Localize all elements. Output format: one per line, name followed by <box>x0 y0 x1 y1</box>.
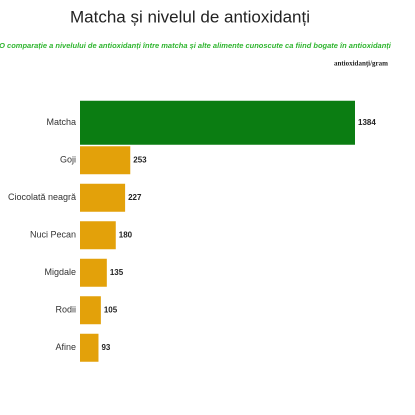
value-label: 253 <box>133 155 147 164</box>
value-label: 93 <box>101 343 110 352</box>
y-tick-label: Ciocolată neagră <box>8 192 76 202</box>
value-label: 105 <box>104 305 118 314</box>
value-label: 135 <box>110 268 124 277</box>
unit-label: antioxidanți/gram <box>334 60 388 68</box>
bar <box>80 258 107 287</box>
y-tick-label: Nuci Pecan <box>30 230 76 240</box>
chart-subtitle: O comparație a nivelului de antioxidanți… <box>0 41 392 50</box>
y-tick-label: Matcha <box>46 117 76 127</box>
bar <box>80 333 99 362</box>
y-tick-label: Goji <box>60 155 76 165</box>
y-tick-label: Rodii <box>55 305 76 315</box>
chart-title: Matcha și nivelul de antioxidanți <box>70 7 310 26</box>
bar <box>80 221 116 250</box>
value-label: 1384 <box>358 118 376 127</box>
value-label: 227 <box>128 193 142 202</box>
y-tick-label: Migdale <box>44 267 76 277</box>
bar <box>80 100 355 145</box>
y-tick-label: Afine <box>55 342 76 352</box>
bar <box>80 183 126 212</box>
bar <box>80 146 131 175</box>
value-label: 180 <box>119 230 133 239</box>
bar <box>80 296 101 325</box>
